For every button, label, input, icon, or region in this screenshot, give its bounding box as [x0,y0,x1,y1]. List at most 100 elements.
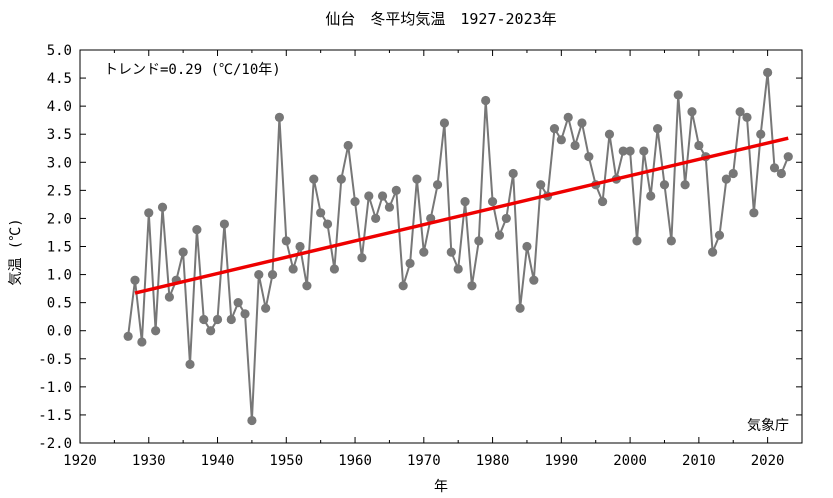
y-tick-label: 3.0 [47,155,72,171]
data-point [446,247,456,257]
data-point [226,314,236,325]
data-point [302,281,312,291]
data-point [233,298,243,308]
data-point [639,146,649,156]
x-axis-ticks: 1920 1930 1940 1950 1960 1970 1980 1990 2000 2010… [63,50,803,469]
plot-frame [79,49,803,444]
y-tick-label: -1.0 [38,380,72,396]
data-point [295,241,305,252]
y-axis-ticks: -2.0 -1.5 -1.0 -0.5 0.0 0.5 1.0 1.5 2.0 2.5 3.0 3.5… [38,43,802,452]
data-point [673,90,683,100]
data-point [597,196,608,207]
data-point [694,140,704,151]
data-point [529,275,539,285]
data-point [357,253,367,263]
y-tick-label: 3.5 [47,127,72,143]
y-tick-label: 4.5 [47,71,72,87]
data-point [708,247,718,257]
x-tick-label: 2000 [613,453,647,469]
data-point [749,208,759,218]
y-tick-label: 5.0 [47,43,72,59]
data-point [261,303,271,313]
data-point [556,135,566,145]
data-point [151,326,161,336]
data-point [274,112,285,122]
data-point [309,174,319,184]
data-point [453,264,463,274]
data-point [501,213,511,224]
data-point [254,269,264,280]
data-point [219,219,229,229]
data-point [549,124,560,134]
trend-annotation: トレンド=0.29 (℃/10年) [104,62,281,78]
data-point [756,129,766,139]
data-point [584,152,594,162]
series-line [127,72,790,421]
x-tick-label: 1920 [63,453,97,469]
x-tick-label: 1960 [338,453,372,469]
data-point [783,152,793,162]
y-tick-label: 0.5 [47,296,72,312]
data-point [123,331,133,341]
data-point [178,247,188,257]
data-point [432,180,443,190]
data-point [398,281,408,291]
y-tick-label: -0.5 [38,352,72,368]
data-point [728,168,738,179]
data-point [137,337,147,347]
data-point [350,196,360,207]
data-point [405,258,415,268]
y-tick-label: 4.0 [47,99,72,115]
x-tick-label: 2020 [751,453,785,469]
x-tick-label: 1930 [132,453,166,469]
data-point [391,185,401,195]
data-point [714,230,725,240]
data-point [130,275,140,285]
data-point [247,415,257,426]
data-point [604,129,615,139]
chart-title: 仙台 冬平均気温 1927-2023年 [325,10,556,28]
x-tick-label: 1940 [201,453,235,469]
data-point [570,140,580,151]
data-point [281,236,291,246]
y-tick-label: 2.0 [47,211,72,227]
data-point [680,180,690,190]
data-point [666,236,676,246]
x-tick-label: 1980 [476,453,510,469]
trend-group [134,136,789,295]
data-point [371,213,381,224]
data-point [776,168,786,179]
data-point [481,95,491,106]
series-group [123,67,793,426]
data-point [384,202,395,212]
data-point [212,314,223,325]
data-point [515,303,525,313]
data-point [185,359,195,369]
data-point [742,112,752,122]
data-point [199,314,209,325]
data-point [494,230,505,240]
data-point [618,146,628,156]
data-point [536,180,546,190]
data-point [632,236,642,246]
data-point [467,281,477,291]
data-point [646,191,656,201]
data-point [322,219,333,229]
y-tick-label: 2.5 [47,183,72,199]
data-point [419,247,429,257]
data-point [377,191,388,201]
data-point [577,118,587,128]
y-tick-label: 0.0 [47,324,72,340]
data-point [206,326,216,336]
data-point [288,264,298,274]
data-point [164,292,174,302]
data-point [769,163,780,173]
x-tick-label: 1990 [544,453,578,469]
x-tick-label: 1950 [269,453,303,469]
data-point [487,196,498,207]
data-point [157,202,168,212]
data-point [625,146,635,156]
data-point [192,225,202,235]
data-point [653,124,663,134]
